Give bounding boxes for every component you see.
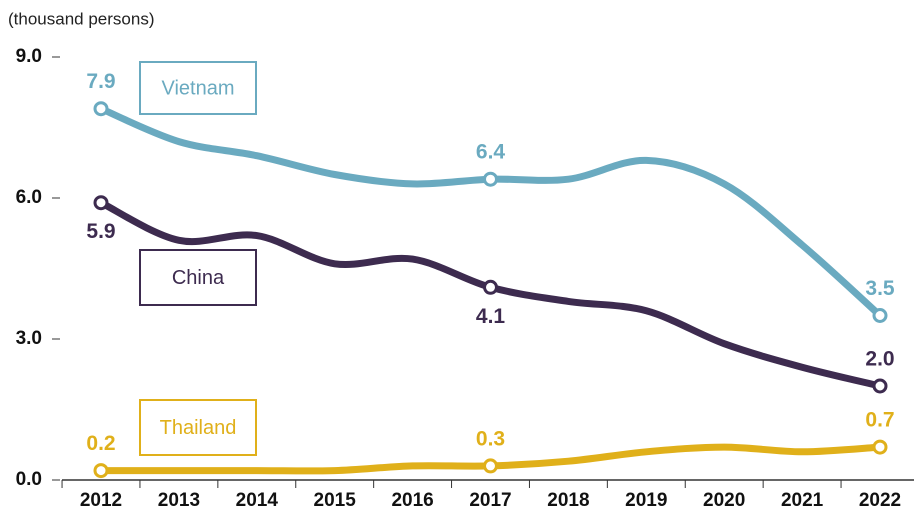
x-tick-label: 2014 xyxy=(236,490,279,511)
y-axis-label: (thousand persons) xyxy=(8,9,154,28)
marker xyxy=(483,279,498,295)
value-label: 0.2 xyxy=(86,432,115,455)
value-label: 2.0 xyxy=(865,348,894,371)
x-tick-label: 2022 xyxy=(859,490,901,511)
marker xyxy=(93,195,109,211)
x-tick-label: 2015 xyxy=(314,490,357,511)
value-label: 7.9 xyxy=(86,70,115,93)
value-label: 0.3 xyxy=(476,427,505,450)
x-tick-label: 2020 xyxy=(703,490,745,511)
legend-label: Thailand xyxy=(160,417,237,439)
x-tick-label: 2019 xyxy=(625,490,667,511)
legend-label: China xyxy=(172,267,225,289)
value-label: 3.5 xyxy=(865,277,895,300)
marker xyxy=(483,458,498,474)
x-tick-label: 2012 xyxy=(80,490,122,511)
y-tick-label: 9.0 xyxy=(16,46,42,67)
legend-label: Vietnam xyxy=(161,77,234,99)
value-label: 6.4 xyxy=(476,141,506,164)
marker xyxy=(872,378,888,394)
marker xyxy=(93,463,109,479)
legend-box xyxy=(139,61,257,115)
y-tick-label: 0.0 xyxy=(16,469,42,490)
value-label: 4.1 xyxy=(476,305,506,328)
x-tick-label: 2017 xyxy=(469,490,511,511)
y-tick-label: 3.0 xyxy=(16,328,42,349)
legend-box xyxy=(139,249,257,306)
y-tick-label: 6.0 xyxy=(16,187,42,208)
x-tick-label: 2016 xyxy=(391,490,433,511)
marker xyxy=(93,101,109,117)
value-label: 0.7 xyxy=(865,409,894,432)
legend-box xyxy=(139,399,257,456)
x-tick-label: 2021 xyxy=(781,490,824,511)
x-tick-label: 2013 xyxy=(158,490,200,511)
marker xyxy=(872,308,888,323)
series-line xyxy=(97,105,884,319)
x-tick-label: 2018 xyxy=(547,490,589,511)
value-label: 5.9 xyxy=(86,220,115,243)
marker xyxy=(872,439,888,455)
marker xyxy=(483,171,498,187)
